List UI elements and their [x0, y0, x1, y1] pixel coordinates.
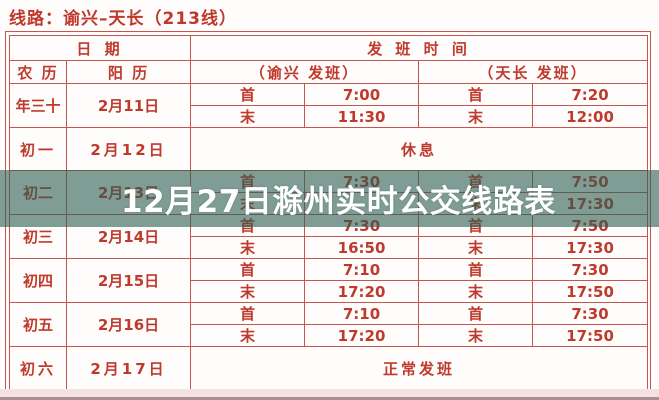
last-bus-label: 末	[190, 105, 306, 128]
header-yuxing-departure: （谕兴 发班）	[190, 60, 420, 84]
table-row: 年三十 2月11日 首 7:00 首 7:20	[9, 83, 649, 128]
route-title: 线路：谕兴–天长（213线）	[9, 9, 237, 29]
first-bus-label: 首	[418, 83, 534, 106]
header-tianchang-departure: （天长 发班）	[418, 60, 649, 84]
last-bus-label: 末	[190, 324, 306, 347]
lunar-date-cell: 初一	[9, 127, 67, 171]
first-bus-label: 首	[418, 258, 534, 281]
last-bus-label: 末	[418, 324, 534, 347]
first-bus-time-tianchang: 7:20	[532, 83, 649, 106]
last-bus-time-yuxing: 11:30	[304, 105, 420, 128]
first-bus-label: 首	[190, 302, 306, 325]
first-bus-label: 首	[190, 83, 306, 106]
header-departure-time: 发 班 时 间	[190, 35, 649, 61]
table-row: 初四 2月15日 首 7:10 首 7:30	[9, 258, 649, 303]
last-bus-time-tianchang: 17:50	[532, 280, 649, 303]
last-bus-label: 末	[418, 236, 534, 259]
solar-date-cell: 2月12日	[65, 127, 192, 171]
table-row: 初五 2月16日 首 7:10 首 7:30	[9, 302, 649, 347]
lunar-date-cell: 年三十	[9, 83, 67, 128]
last-bus-label: 末	[418, 280, 534, 303]
first-bus-label: 首	[190, 258, 306, 281]
last-bus-label: 末	[190, 236, 306, 259]
last-bus-time-tianchang: 12:00	[532, 105, 649, 128]
table-row: 初六 2月17日 正常发班	[9, 346, 649, 390]
photo-bottom-edge	[0, 397, 659, 400]
last-bus-time-yuxing: 17:20	[304, 280, 420, 303]
lunar-date-cell: 初六	[9, 346, 67, 390]
header-solar: 阳 历	[65, 60, 192, 84]
first-bus-time-yuxing: 7:10	[304, 302, 420, 325]
solar-date-cell: 2月15日	[65, 258, 192, 303]
solar-date-cell: 2月11日	[65, 83, 192, 128]
header-date: 日 期	[8, 35, 192, 61]
last-bus-time-yuxing: 17:20	[304, 324, 420, 347]
last-bus-time-tianchang: 17:50	[532, 324, 649, 347]
table-row: 末 11:30 末 12:00	[10, 105, 649, 128]
last-bus-time-yuxing: 16:50	[304, 236, 420, 259]
header-lunar: 农 历	[9, 60, 67, 84]
lunar-date-cell: 初四	[9, 258, 67, 303]
photo-bottom-strip	[0, 389, 659, 397]
last-bus-label: 末	[190, 280, 306, 303]
rest-day-note: 休息	[190, 127, 649, 171]
first-bus-time-yuxing: 7:10	[304, 258, 420, 281]
solar-date-cell: 2月16日	[65, 302, 192, 347]
first-bus-label: 首	[418, 302, 534, 325]
first-bus-time-yuxing: 7:00	[304, 83, 420, 106]
solar-date-cell: 2月17日	[65, 346, 192, 390]
last-bus-time-tianchang: 17:30	[532, 236, 649, 259]
normal-service-note: 正常发班	[190, 346, 649, 390]
table-row: 末 16:50 末 17:30	[10, 236, 649, 259]
table-row: 初一 2月12日 休息	[9, 127, 649, 171]
last-bus-label: 末	[418, 105, 534, 128]
first-bus-time-tianchang: 7:30	[532, 258, 649, 281]
news-banner-overlay: 12月27日滁州实时公交线路表	[0, 170, 659, 227]
first-bus-time-tianchang: 7:30	[532, 302, 649, 325]
lunar-date-cell: 初五	[9, 302, 67, 347]
table-row: 末 17:20 末 17:50	[10, 280, 649, 303]
news-banner-title: 12月27日滁州实时公交线路表	[121, 184, 556, 220]
